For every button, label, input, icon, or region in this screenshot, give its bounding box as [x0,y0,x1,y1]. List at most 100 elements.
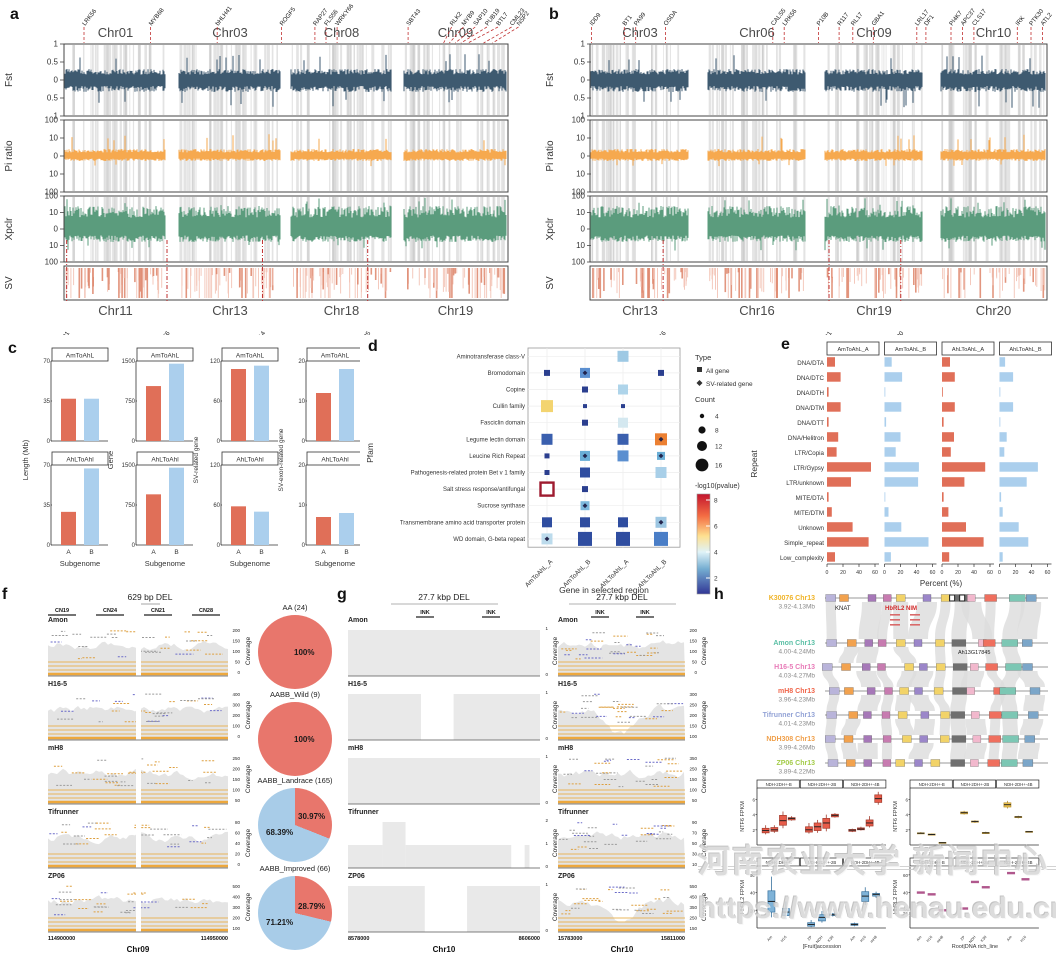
gene-tag: CN19 [55,608,69,614]
pfam-row-label: Salt stress response/antifungal [443,487,525,493]
bar [999,507,1003,517]
sample-label: Amon [348,617,368,624]
repeat-facet-AhLToAhL_A: AhLToAhL_A 0 20 40 60 [941,341,995,576]
bar [942,507,949,517]
coverage-block [453,694,540,740]
x-start: 114900000 [48,936,75,942]
gene-leader-line [449,26,464,44]
data-point [960,907,969,910]
bar [942,387,943,397]
y-axis-title: SV-exon-related gene [278,428,285,491]
x-start: 15783000 [558,936,582,942]
synteny-block [966,687,975,695]
y-axis-title: HbRL2 FPKM [740,880,746,914]
y-tick: 20 [750,908,756,913]
assembly-name: mH8 Chr13 [778,688,815,695]
synteny-block [970,663,979,671]
synteny-ribbon [934,647,946,663]
dot-square [617,450,629,462]
panel-h-label: h [714,586,724,603]
synteny-block [864,639,873,647]
coverage-axis-title: Coverage [245,893,252,922]
y-tick: 0 [302,439,306,445]
repeat-category-label: Unknown [798,525,824,532]
coverage-tick: 100 [689,649,697,654]
dot-square [541,433,553,445]
dot-diamond [544,536,550,542]
bar [884,522,902,532]
bar-chart-gene: Gene AmToAhL 0 750 1500 AhLToAhl 0 750 1500 A B Sub… [106,347,194,568]
repeat-category-label: MITE/DTM [794,510,824,517]
coverage-block [348,630,540,676]
coverage-area [558,769,685,804]
y-tick: 10 [298,503,305,509]
x-tick: ZP [960,935,966,942]
y-tick: 70 [43,463,50,469]
synteny-ribbon [856,647,879,663]
bar-chart-length-mb-: Length (Mb) AmToAhL 0 35 70 AhLToAhl 0 35 70 A B Su… [21,347,109,568]
y-tick: 0 [47,543,51,549]
coverage-tick: 250 [689,767,697,772]
synteny-block [920,711,930,719]
dot-diamond [582,503,588,509]
bar [827,492,829,502]
dot-square [544,453,550,459]
coverage-tick: 80 [235,820,241,825]
coverage-tick: 200 [232,628,240,633]
synteny-block [951,639,967,647]
sample-label: mH8 [48,745,63,752]
bar [146,494,161,545]
coverage-tick: 0 [545,736,548,741]
legend-title-scale: -log10(pvalue) [695,483,740,490]
axis-tick: 0.5 [47,94,59,103]
repeat-facet-AmToAhL_A: AmToAhL_A 0 20 40 60 [826,341,880,576]
synteny-block [987,759,1000,767]
chromosome-label-bottom: Chr18 [324,303,359,318]
x-tick: NDH [815,935,824,944]
dot-square [583,404,587,409]
gene-annotation: FH11 [819,330,833,335]
dot-square [541,400,553,413]
sample-label: Amon [48,617,68,624]
dot-square [582,486,588,493]
chromosome-label-top: Chr01 [98,25,133,40]
chromosome-label-top: Chr06 [739,25,774,40]
coverage-tick: 350 [689,905,697,910]
coverage-tick: 0 [545,672,548,677]
legend-count-dot [698,426,706,434]
bar [884,387,886,397]
sample-label: Tifrunner [558,809,589,816]
legend-item: 12 [715,444,723,451]
gene-leader-line [483,26,512,44]
facet-header [51,451,109,466]
axis-tick: 10 [576,134,585,143]
facet-header [884,341,937,356]
bar [884,357,892,367]
assembly-name: K30076 Chr13 [769,595,815,602]
synteny-block [848,711,858,719]
pie-percentage: 28.79% [298,902,326,911]
synteny-block [899,687,909,695]
facet-label: NDH-2DH+-4B [1004,860,1033,865]
dot-open-square [539,481,555,497]
bar-chart-sv-related-gene: SV-related gene AmToAhL 0 60 120 AhLToAhl 0 60 1… [193,347,279,568]
y-tick: 20 [298,463,305,469]
coverage-area [558,703,685,740]
synteny-block [839,594,849,602]
coverage-tick: 100 [689,734,697,739]
pfam-row-label: Cullin family [493,404,525,410]
coverage-axis-title: Coverage [552,637,559,666]
panel-d-label: d [368,338,378,355]
synteny-block [822,663,833,671]
axis-tick: 10 [49,134,58,143]
gene-leader-line [467,26,499,44]
bar [999,417,1001,427]
facet-header [843,779,887,789]
bar [84,398,99,441]
synteny-ribbon [840,743,859,759]
x-tick: B [344,549,348,556]
synteny-ribbon [1023,695,1046,711]
coverage-tick: 100 [689,788,697,793]
